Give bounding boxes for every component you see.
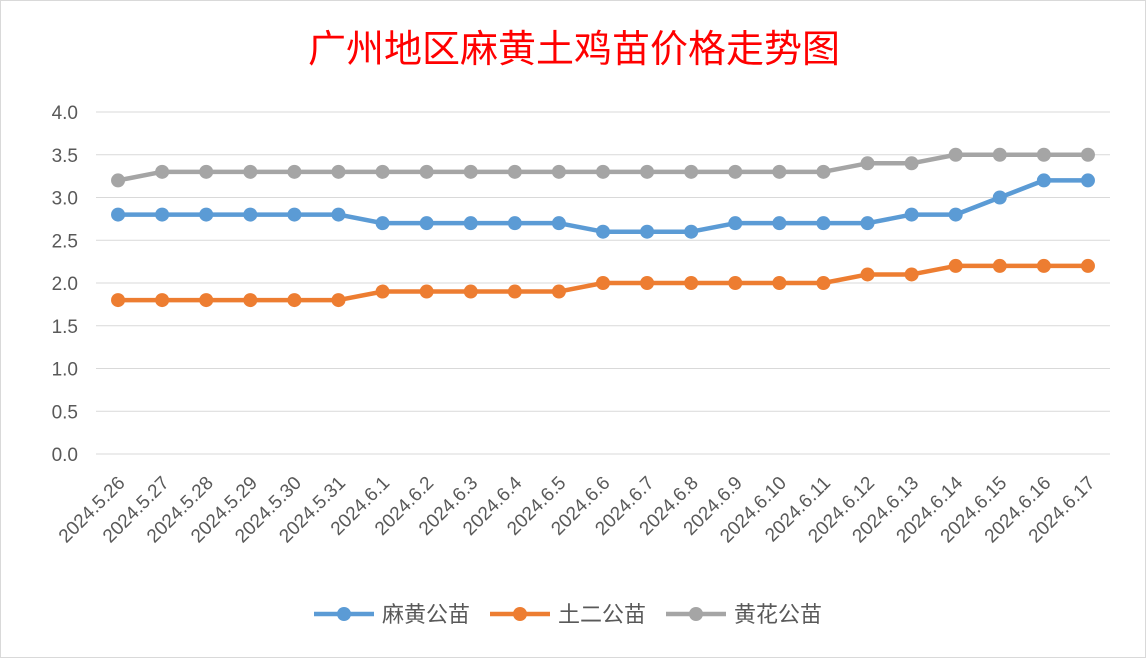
y-axis-tick-labels: 0.0 0.5 1.0 1.5 2.0 2.5 3.0 3.5 4.0: [52, 103, 78, 466]
data-point: [463, 164, 478, 179]
data-point: [463, 284, 478, 299]
data-point: [772, 164, 787, 179]
data-point: [287, 164, 302, 179]
data-point: [772, 216, 787, 231]
data-point: [992, 190, 1007, 205]
legend-item: 黄花公苗: [666, 603, 822, 628]
data-point: [507, 284, 522, 299]
data-point: [243, 293, 258, 308]
data-point: [640, 276, 655, 290]
y-tick-label: 2.0: [52, 274, 78, 295]
data-point: [331, 164, 346, 179]
series-3: [111, 147, 1095, 188]
data-point: [199, 207, 214, 222]
legend-label: 麻黄公苗: [382, 603, 470, 628]
data-point: [419, 164, 434, 179]
data-point: [992, 258, 1007, 273]
data-point: [640, 164, 655, 179]
data-point: [596, 276, 610, 290]
data-point: [243, 164, 258, 179]
data-point: [1036, 147, 1051, 162]
data-point: [111, 207, 126, 222]
legend-label: 土二公苗: [558, 603, 646, 628]
gridlines: [96, 111, 1110, 455]
data-point: [243, 207, 258, 222]
data-point: [992, 147, 1007, 162]
y-tick-label: 0.5: [52, 402, 78, 423]
data-point: [375, 164, 390, 179]
data-point: [728, 276, 743, 290]
y-tick-label: 0.0: [52, 445, 78, 466]
data-point: [155, 207, 170, 222]
data-point: [860, 216, 875, 231]
y-tick-label: 3.0: [52, 189, 78, 210]
x-axis-tick-labels: 2024.5.262024.5.272024.5.282024.5.292024…: [55, 472, 1100, 547]
data-point: [111, 293, 126, 308]
data-point: [331, 207, 346, 222]
y-tick-label: 1.5: [52, 317, 78, 338]
data-point: [1080, 258, 1095, 273]
data-point: [948, 147, 963, 162]
legend: 麻黄公苗 土二公苗 黄花公苗: [314, 603, 822, 628]
data-point: [155, 164, 170, 179]
legend-item: 土二公苗: [490, 603, 646, 628]
data-point: [199, 293, 214, 308]
data-point: [860, 156, 875, 171]
y-tick-label: 2.5: [52, 231, 78, 252]
data-point: [287, 207, 302, 222]
data-point: [904, 156, 919, 171]
data-point: [287, 293, 302, 308]
data-point: [904, 267, 919, 282]
data-point: [111, 173, 126, 188]
data-point: [331, 293, 346, 308]
y-tick-label: 1.0: [52, 360, 78, 381]
data-point: [551, 216, 566, 231]
data-point: [728, 164, 743, 179]
data-point: [816, 164, 831, 179]
data-point: [904, 207, 919, 222]
legend-swatch-marker: [513, 607, 527, 621]
data-point: [948, 258, 963, 273]
data-point: [1036, 173, 1051, 188]
legend-swatch-marker: [689, 607, 703, 621]
data-point: [640, 224, 655, 239]
y-tick-label: 3.5: [52, 146, 78, 167]
data-point: [1080, 147, 1095, 162]
legend-label: 黄花公苗: [734, 603, 822, 628]
data-point: [684, 224, 699, 239]
data-point: [199, 164, 214, 179]
data-point: [507, 216, 522, 231]
data-point: [419, 216, 434, 231]
data-point: [1080, 173, 1095, 188]
data-point: [375, 284, 390, 299]
data-point: [551, 164, 566, 179]
legend-swatch-marker: [337, 607, 351, 621]
series-lines: [111, 147, 1095, 308]
series-2: [111, 258, 1095, 308]
data-point: [596, 224, 610, 239]
data-point: [1036, 258, 1051, 273]
legend-item: 麻黄公苗: [314, 603, 470, 628]
y-tick-label: 4.0: [52, 103, 78, 124]
data-point: [816, 216, 831, 231]
data-point: [772, 276, 787, 290]
data-point: [684, 276, 699, 290]
series-line: [115, 178, 1091, 234]
data-point: [860, 267, 875, 282]
data-point: [507, 164, 522, 179]
data-point: [463, 216, 478, 231]
data-point: [375, 216, 390, 231]
data-point: [419, 284, 434, 299]
data-point: [596, 164, 610, 179]
chart-title: 广州地区麻黄土鸡苗价格走势图: [308, 27, 840, 71]
data-point: [948, 207, 963, 222]
series-1: [111, 173, 1095, 239]
data-point: [551, 284, 566, 299]
data-point: [728, 216, 743, 231]
data-point: [155, 293, 170, 308]
data-point: [816, 276, 831, 290]
data-point: [684, 164, 699, 179]
